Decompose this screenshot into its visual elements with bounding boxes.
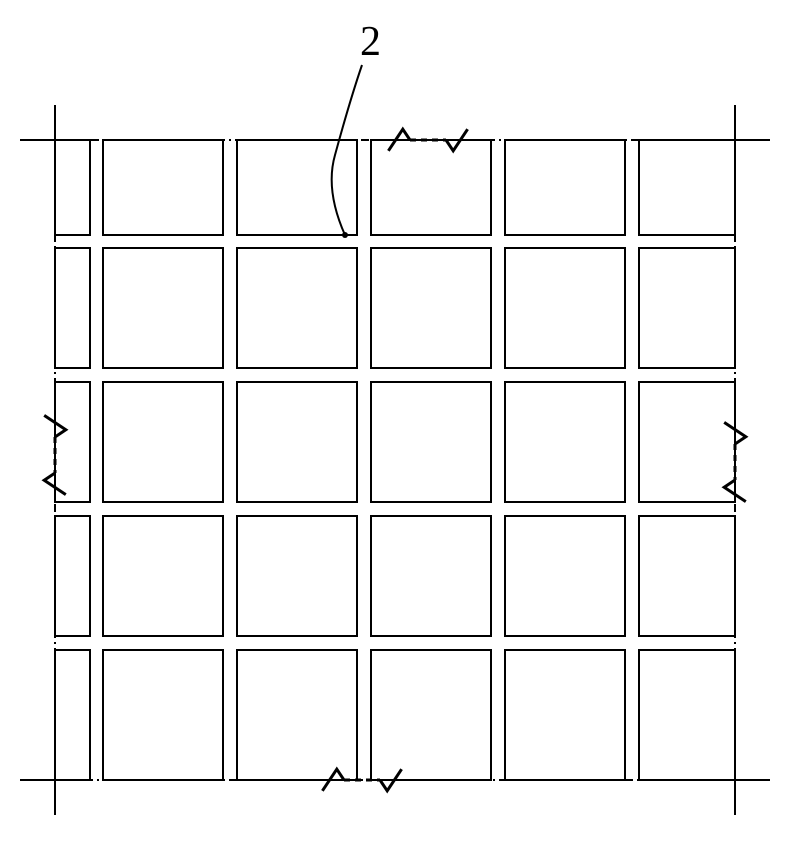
grid-diagram: 2 [0,0,792,843]
leader-dot [342,232,348,238]
callout-label: 2 [360,19,381,65]
